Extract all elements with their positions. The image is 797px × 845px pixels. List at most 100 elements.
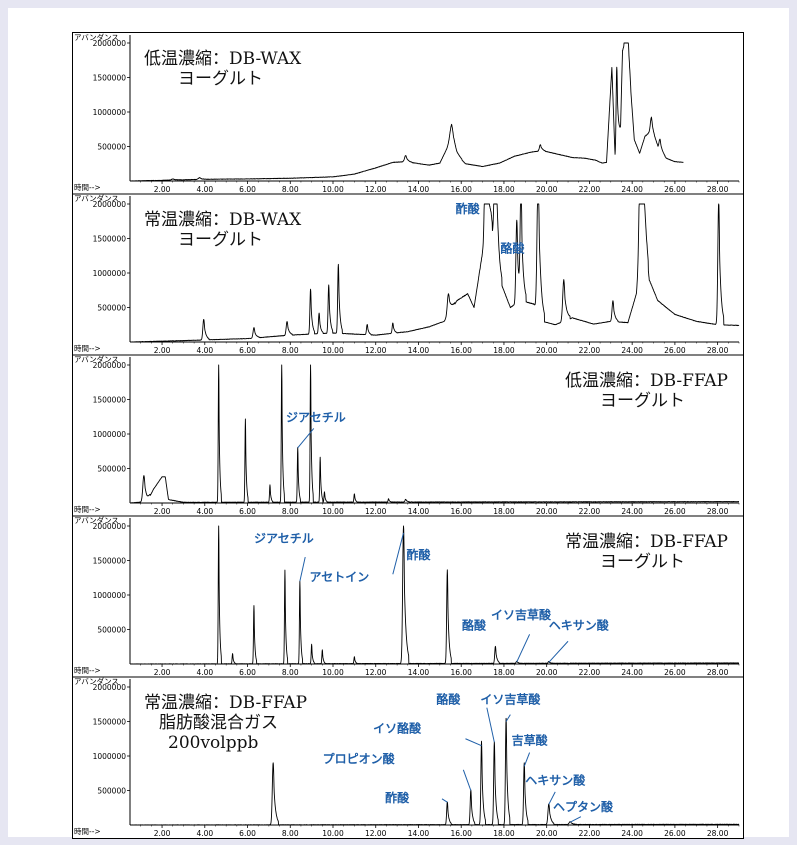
annotation-leader — [441, 798, 448, 803]
peak-label: ジアセチル — [286, 411, 346, 425]
x-tick-label: 28.00 — [707, 507, 729, 516]
y-tick-label: 2000000 — [93, 683, 127, 692]
peak-label: 吉草酸 — [512, 732, 549, 747]
x-tick-label: 22.00 — [579, 346, 601, 355]
y-tick-label: 2000000 — [93, 39, 127, 48]
x-tick-label: 20.00 — [536, 507, 558, 516]
x-tick-label: 6.00 — [239, 829, 256, 838]
y-tick-label: 1500000 — [93, 718, 127, 727]
x-tick-label: 6.00 — [239, 346, 256, 355]
y-tick-label: 500000 — [97, 143, 126, 152]
x-tick-label: 4.00 — [196, 346, 213, 355]
x-tick-label: 18.00 — [493, 346, 515, 355]
peak-label: 酪酸 — [500, 240, 525, 255]
peak-label: アセトイン — [310, 570, 370, 584]
annotation-leader — [548, 791, 556, 805]
y-tick-label: 500000 — [97, 626, 126, 635]
x-tick-label: 22.00 — [579, 185, 601, 194]
peak-label: プロピオン酸 — [323, 751, 396, 766]
x-tick-label: 22.00 — [579, 668, 601, 677]
peak-label: 酪酸 — [436, 692, 461, 707]
y-axis-label: アバンダンス — [74, 33, 119, 42]
x-tick-label: 2.00 — [154, 507, 171, 516]
y-tick-label: 1000000 — [93, 269, 127, 278]
y-tick-label: 2000000 — [93, 522, 127, 531]
x-tick-label: 14.00 — [408, 185, 430, 194]
peak-label: 酢酸 — [406, 547, 431, 562]
peak-label: ジアセチル — [254, 532, 314, 546]
x-tick-label: 14.00 — [408, 829, 430, 838]
panel-title-line: 低温濃縮：DB-FFAP — [565, 371, 728, 391]
annotation-leader — [548, 640, 569, 663]
x-tick-label: 20.00 — [536, 829, 558, 838]
x-axis-label: 時間--> — [74, 505, 101, 514]
x-tick-label: 12.00 — [365, 668, 387, 677]
x-tick-label: 12.00 — [365, 185, 387, 194]
x-tick-label: 16.00 — [450, 346, 472, 355]
panel-title-line: 脂肪酸混合ガス — [159, 713, 278, 733]
x-tick-label: 24.00 — [621, 829, 643, 838]
x-tick-label: 6.00 — [239, 668, 256, 677]
x-axis-label: 時間--> — [74, 344, 101, 353]
chromatogram-svg: アバンダンス 500000 1000000 1500000 2000000 時間--> 2.… — [73, 33, 743, 838]
peak-label: 酢酸 — [456, 201, 481, 216]
x-tick-label: 18.00 — [493, 185, 515, 194]
x-tick-label: 2.00 — [154, 185, 171, 194]
x-tick-label: 4.00 — [196, 668, 213, 677]
x-axis-label: 時間--> — [74, 827, 101, 836]
x-tick-label: 26.00 — [664, 346, 686, 355]
chromatogram-trace — [129, 364, 740, 504]
panel-title-line: ヨーグルト — [600, 552, 685, 572]
y-tick-label: 1000000 — [93, 591, 127, 600]
x-tick-label: 8.00 — [282, 668, 299, 677]
annotation-leader — [299, 556, 306, 582]
x-tick-label: 4.00 — [196, 185, 213, 194]
x-tick-label: 8.00 — [282, 185, 299, 194]
peak-label: イソ吉草酸 — [491, 607, 552, 622]
x-tick-label: 16.00 — [450, 507, 472, 516]
x-tick-label: 4.00 — [196, 829, 213, 838]
panel-title-line: ヨーグルト — [178, 230, 263, 250]
x-tick-label: 8.00 — [282, 829, 299, 838]
x-tick-label: 18.00 — [493, 668, 515, 677]
chromatogram-trace — [129, 717, 740, 826]
x-tick-label: 28.00 — [707, 346, 729, 355]
peak-label: イソ吉草酸 — [480, 692, 541, 707]
x-tick-label: 2.00 — [154, 668, 171, 677]
y-axis-label: アバンダンス — [74, 676, 119, 686]
annotation-leader — [516, 634, 531, 663]
y-tick-label: 2000000 — [93, 200, 127, 209]
x-tick-label: 28.00 — [707, 185, 729, 194]
x-tick-label: 22.00 — [579, 829, 601, 838]
x-tick-label: 16.00 — [450, 668, 472, 677]
x-tick-label: 12.00 — [365, 829, 387, 838]
annotation-leader — [392, 532, 404, 575]
x-tick-label: 28.00 — [707, 829, 729, 838]
annotation-leader — [486, 707, 495, 743]
x-tick-label: 20.00 — [536, 346, 558, 355]
x-tick-label: 16.00 — [450, 829, 472, 838]
panel-title-line: 常温濃縮：DB-FFAP — [565, 532, 728, 552]
x-tick-label: 12.00 — [365, 507, 387, 516]
panel-title-line: 常温濃縮：DB-WAX — [144, 210, 302, 230]
chromatogram-stack: アバンダンス 500000 1000000 1500000 2000000 時間--> 2.… — [72, 32, 744, 839]
x-tick-label: 24.00 — [621, 185, 643, 194]
x-tick-label: 10.00 — [322, 668, 344, 677]
y-axis-label: アバンダンス — [74, 515, 119, 525]
x-tick-label: 4.00 — [196, 507, 213, 516]
peak-label: イソ酪酸 — [373, 721, 422, 736]
peak-label: ヘプタン酸 — [553, 799, 614, 814]
x-tick-label: 10.00 — [322, 829, 344, 838]
panel-title-line: 低温濃縮：DB-WAX — [144, 49, 302, 69]
x-tick-label: 18.00 — [493, 507, 515, 516]
x-tick-label: 26.00 — [664, 829, 686, 838]
x-tick-label: 12.00 — [365, 346, 387, 355]
annotation-leader — [297, 428, 315, 449]
peak-label: ヘキサン酸 — [525, 772, 586, 787]
chromatogram-trace — [129, 42, 684, 182]
x-tick-label: 28.00 — [707, 668, 729, 677]
x-tick-label: 26.00 — [664, 507, 686, 516]
y-tick-label: 1500000 — [93, 74, 127, 83]
peak-label: ヘキサン酸 — [549, 618, 610, 633]
y-tick-label: 1500000 — [93, 557, 127, 566]
